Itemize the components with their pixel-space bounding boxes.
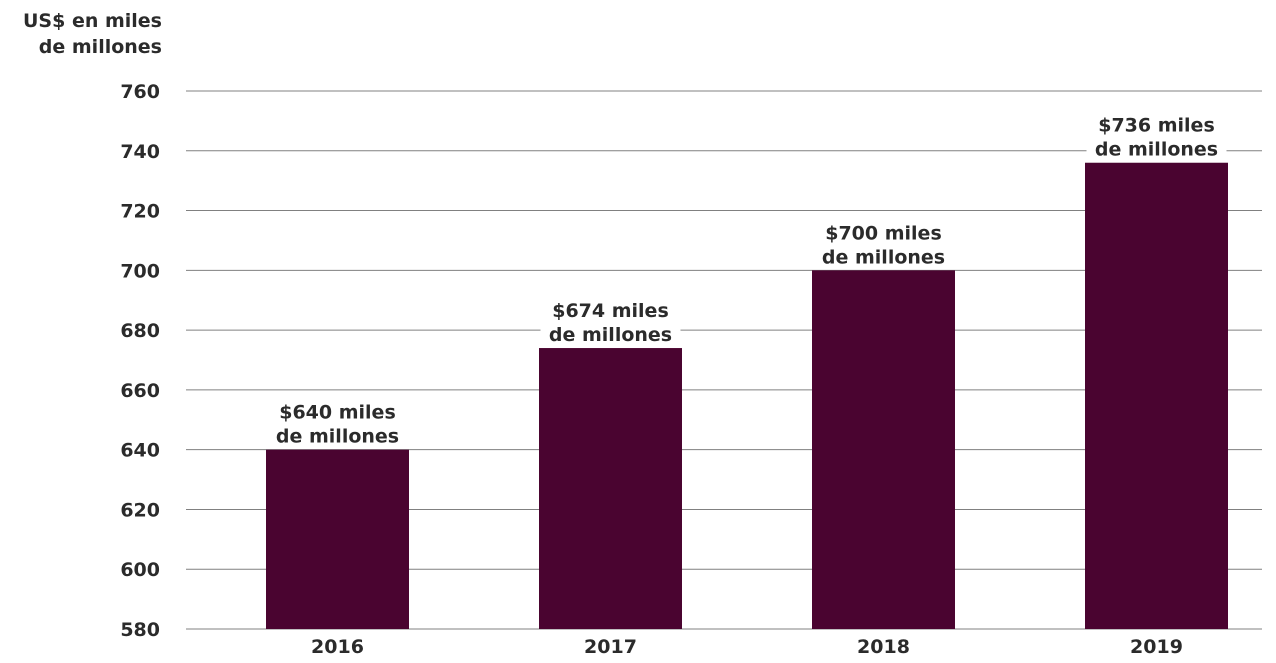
data-label-2019: de millones	[1095, 139, 1218, 161]
bar-2018	[812, 270, 955, 629]
bar-2016	[266, 449, 409, 629]
data-label-2018: de millones	[822, 246, 945, 268]
y-tick-labels: 580 600 620 640 660 680 700 720 740 760	[120, 81, 160, 641]
y-tick-label: 600	[120, 559, 160, 581]
y-axis-label-line-1: US$ en miles	[23, 10, 162, 32]
x-tick-labels: 2016 2017 2018 2019	[311, 636, 1183, 658]
data-label-2018: $700 miles	[825, 222, 942, 244]
data-label-2016: $640 miles	[279, 402, 396, 424]
y-axis-label: US$ en miles de millones	[23, 10, 162, 58]
data-label-background	[1086, 108, 1227, 161]
y-tick-label: 660	[120, 380, 160, 402]
y-tick-label: 760	[120, 81, 160, 103]
y-tick-label: 680	[120, 320, 160, 342]
x-tick-label-2018: 2018	[857, 636, 910, 658]
x-tick-label-2019: 2019	[1130, 636, 1183, 658]
y-tick-label: 620	[120, 499, 160, 521]
data-label-background	[267, 395, 408, 448]
y-tick-label: 740	[120, 141, 160, 163]
y-tick-label: 700	[120, 260, 160, 282]
x-tick-label-2016: 2016	[311, 636, 364, 658]
x-tick-label-2017: 2017	[584, 636, 637, 658]
y-tick-label: 580	[120, 619, 160, 641]
data-label-background	[540, 294, 681, 347]
data-label-2019: $736 miles	[1098, 115, 1215, 137]
data-label-background	[813, 216, 954, 269]
y-axis-label-line-2: de millones	[39, 36, 162, 58]
data-label-2017: de millones	[549, 324, 672, 346]
y-tick-label: 640	[120, 440, 160, 462]
y-tick-label: 720	[120, 201, 160, 223]
bar-2019	[1085, 162, 1228, 629]
bars	[266, 162, 1228, 629]
data-label-2017: $674 miles	[552, 300, 669, 322]
data-label-2016: de millones	[276, 426, 399, 448]
bar-2017	[539, 348, 682, 629]
